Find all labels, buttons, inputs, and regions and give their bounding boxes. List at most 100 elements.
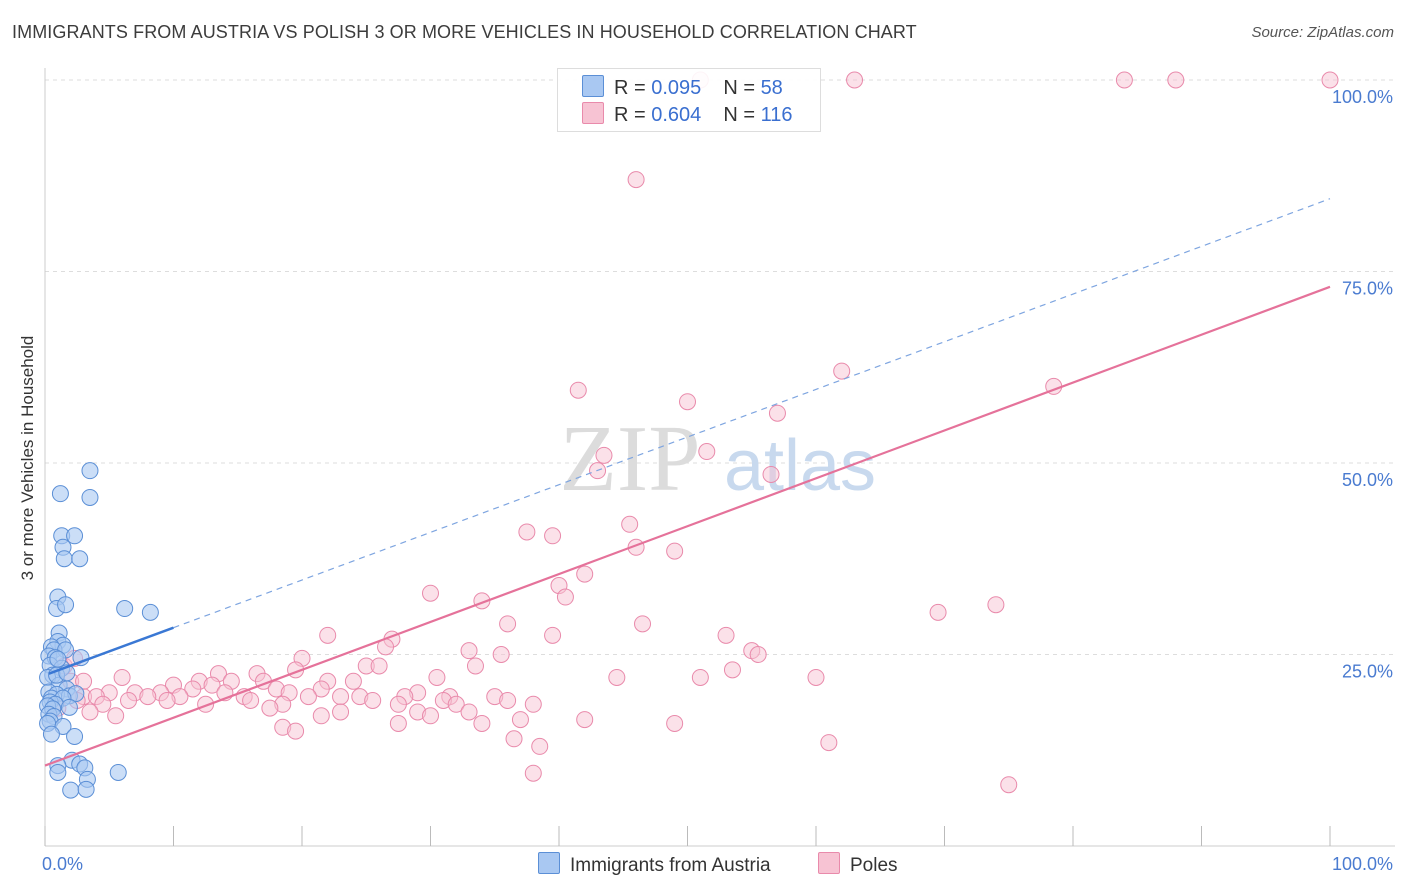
austria-point	[77, 780, 95, 798]
austria-point	[62, 781, 80, 799]
austria-point	[71, 550, 89, 568]
poles-point	[422, 707, 439, 725]
poles-point	[242, 691, 260, 709]
legend: R = 0.095 N = 58 R = 0.604 N = 116	[557, 68, 821, 132]
poles-point	[370, 657, 388, 675]
poles-point	[820, 734, 838, 752]
poles-point	[576, 711, 594, 729]
watermark-atlas: atlas	[724, 426, 876, 506]
poles-point	[987, 596, 1005, 614]
poles-point	[762, 465, 780, 483]
poles-point	[544, 527, 562, 545]
y-tick-label-100: 100.0%	[1332, 87, 1393, 107]
poles-point	[531, 737, 549, 755]
poles-point	[261, 699, 279, 717]
axes	[44, 68, 1395, 847]
poles-point	[511, 711, 529, 729]
poles-point	[389, 695, 407, 713]
legend-austria-r: 0.095	[651, 77, 702, 99]
poles-point	[524, 695, 542, 713]
poles-point	[447, 695, 465, 713]
austria-point	[57, 596, 75, 614]
poles-point	[505, 730, 523, 748]
poles-point	[332, 688, 350, 706]
poles-point	[698, 443, 716, 461]
poles-point	[139, 688, 157, 706]
poles-point	[1115, 71, 1133, 89]
legend-poles-n: 116	[760, 104, 793, 126]
poles-point	[846, 71, 864, 89]
austria-point	[109, 763, 127, 781]
poles-point	[75, 672, 93, 690]
poles-point	[319, 626, 337, 644]
poles-point	[518, 523, 536, 541]
bottom-legend-swatch-austria	[538, 852, 560, 874]
poles-point	[158, 691, 176, 709]
legend-swatch-austria	[582, 75, 604, 97]
poles-point	[679, 393, 696, 411]
tick-labels: 25.0% 50.0% 75.0% 100.0% 0.0% 100.0%	[42, 87, 1393, 874]
poles-point	[81, 703, 99, 721]
poles-point	[627, 171, 645, 189]
poles-point	[364, 691, 382, 709]
poles-point	[634, 615, 652, 633]
austria-point	[55, 550, 73, 568]
legend-swatch-poles	[582, 102, 604, 124]
poles-point	[768, 404, 786, 422]
poles-point	[807, 668, 825, 686]
bottom-legend-austria: Immigrants from Austria	[538, 852, 771, 877]
austria-point	[51, 485, 69, 503]
poles-point	[287, 722, 305, 740]
y-tick-label-50: 50.0%	[1342, 470, 1393, 490]
poles-point	[1167, 71, 1185, 89]
poles-point	[332, 703, 350, 721]
poles-point	[595, 446, 613, 464]
x-tick-label-min: 0.0%	[42, 854, 83, 874]
poles-point	[184, 680, 202, 698]
poles-point	[203, 676, 221, 694]
poles-point	[749, 646, 767, 663]
poles-point	[608, 668, 626, 686]
austria-series	[39, 462, 159, 799]
poles-point	[94, 695, 112, 713]
poles-point	[1321, 71, 1339, 89]
poles-point	[312, 707, 330, 725]
y-tick-label-75: 75.0%	[1342, 279, 1393, 299]
austria-point	[141, 603, 159, 621]
austria-point	[116, 600, 134, 618]
poles-point	[569, 381, 587, 399]
poles-point	[389, 714, 407, 732]
austria-point	[66, 727, 84, 745]
poles-point	[556, 588, 574, 606]
austria-trend-dashed	[173, 198, 1331, 629]
poles-point	[312, 680, 330, 698]
poles-series	[49, 71, 1339, 794]
poles-point	[113, 668, 131, 686]
austria-point	[49, 650, 67, 668]
poles-point	[466, 657, 484, 675]
y-tick-label-25: 25.0%	[1342, 662, 1393, 682]
poles-point	[544, 626, 562, 644]
bottom-legend-poles: Poles	[818, 852, 898, 877]
poles-point	[428, 668, 446, 686]
poles-trend-line	[44, 285, 1331, 767]
x-tick-label-max: 100.0%	[1332, 854, 1393, 874]
poles-point	[492, 646, 510, 663]
poles-point	[460, 642, 478, 660]
poles-point	[1000, 776, 1018, 794]
austria-point	[81, 488, 99, 506]
poles-point	[621, 515, 639, 533]
poles-point	[460, 703, 478, 721]
poles-point	[499, 691, 517, 709]
poles-point	[107, 707, 125, 725]
austria-point	[81, 462, 99, 480]
legend-row-austria: R = 0.095 N = 58	[582, 75, 783, 101]
poles-point	[120, 691, 138, 709]
poles-point	[499, 615, 517, 633]
gridlines	[45, 79, 1395, 655]
poles-point	[723, 661, 741, 679]
poles-point	[691, 668, 709, 686]
poles-point	[929, 603, 947, 621]
austria-point	[42, 725, 60, 743]
